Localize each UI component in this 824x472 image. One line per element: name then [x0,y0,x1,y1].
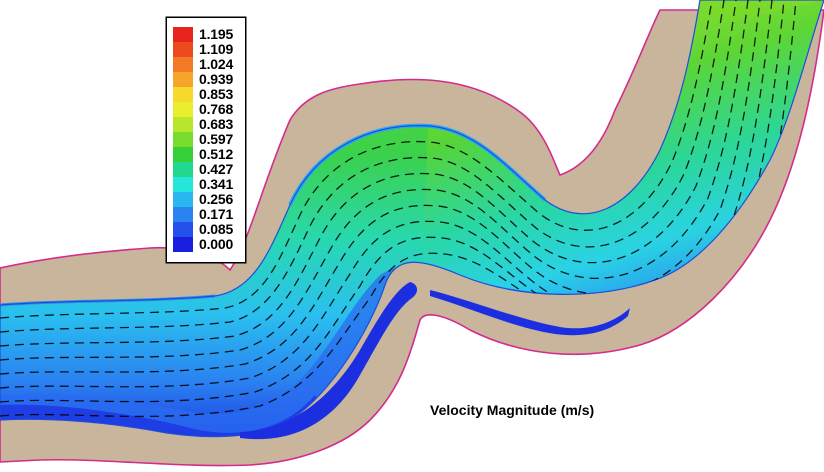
legend-value: 0.256 [199,191,234,207]
legend-swatch [173,117,193,132]
legend-swatch [173,72,193,87]
legend-value: 1.195 [199,26,234,42]
legend-swatch [173,162,193,177]
legend-value: 1.109 [199,41,234,57]
legend-value: 0.512 [199,146,234,162]
legend-swatch [173,102,193,117]
legend-value: 0.683 [199,116,234,132]
legend-swatch [173,222,193,237]
legend-panel: 1.195 1.109 1.024 0.939 0.853 0.768 0.683 0.597… [166,17,246,263]
legend-swatch [173,27,193,42]
legend-value: 0.597 [199,131,234,147]
legend-value: 0.000 [199,236,234,252]
legend-value: 0.341 [199,176,234,192]
legend-value: 0.853 [199,86,234,102]
legend-value: 1.024 [199,56,234,72]
legend-value: 0.085 [199,221,234,237]
legend-swatch [173,177,193,192]
legend-swatch [173,237,193,252]
legend-swatch [173,132,193,147]
legend-swatch [173,57,193,72]
side-channel-left [240,282,418,440]
legend-value: 0.768 [199,101,234,117]
plot-caption: Velocity Magnitude (m/s) [430,402,595,418]
legend-value: 0.939 [199,71,234,87]
legend-swatch [173,192,193,207]
legend-swatch [173,207,193,222]
legend-swatch [173,87,193,102]
legend-value: 0.427 [199,161,234,177]
side-channel-right [430,290,630,336]
legend-swatch [173,42,193,57]
legend-swatch [173,147,193,162]
legend-value: 0.171 [199,206,234,222]
